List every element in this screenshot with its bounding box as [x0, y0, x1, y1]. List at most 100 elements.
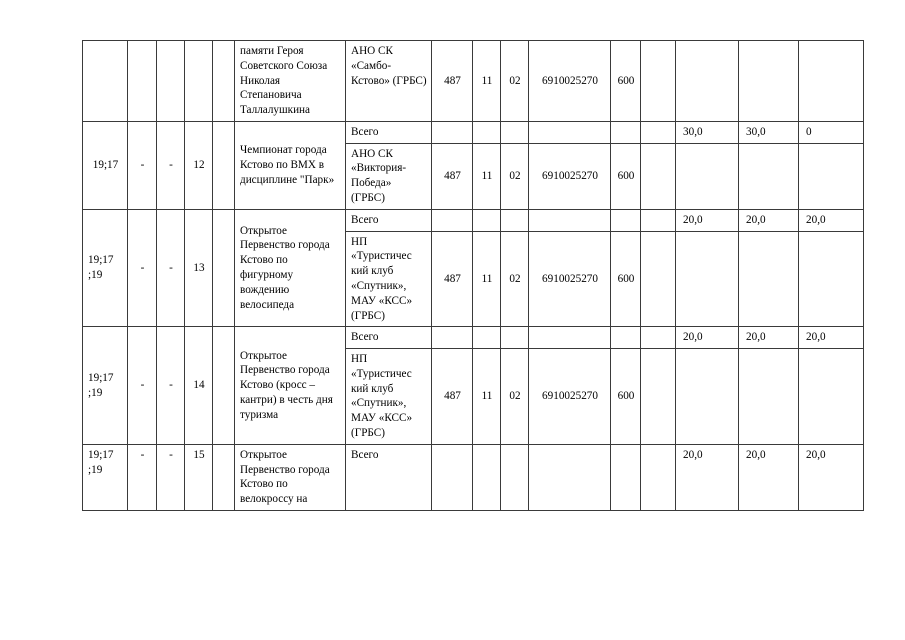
cell-spacer — [212, 443, 235, 511]
cell-target-code — [528, 120, 611, 144]
cell-amount-3: 20,0 — [798, 443, 864, 511]
cell-item-no: 14 — [184, 326, 213, 445]
cell-vid — [610, 120, 641, 144]
cell-amount-3 — [798, 142, 864, 210]
cell-podrazdel: 02 — [500, 142, 529, 210]
table-row: АНО СК «Виктория-Победа» (ГРБС) 487 11 0… — [83, 142, 864, 210]
cell-razdel — [472, 208, 501, 232]
cell-code1: 19;17 ;19 — [82, 208, 128, 328]
cell-amount-2: 20,0 — [738, 208, 799, 232]
cell-vid — [610, 326, 641, 350]
cell-amount-1 — [675, 40, 739, 122]
cell-amount-2 — [738, 348, 799, 445]
cell-target-code — [528, 208, 611, 232]
cell-empty — [640, 40, 676, 122]
cell-razdel — [472, 443, 501, 511]
cell-item-no: 12 — [184, 120, 213, 210]
cell-amount-2 — [738, 230, 799, 328]
cell-amount-2 — [738, 142, 799, 210]
cell-amount-2 — [738, 40, 799, 122]
cell-event-name: Чемпионат города Кстово по ВМХ в дисципл… — [234, 120, 346, 210]
cell-executor: АНО СК «Самбо-Кстово» (ГРБС) — [345, 40, 432, 122]
cell-executor: Всего — [345, 326, 432, 350]
cell-target-code: 6910025270 — [528, 230, 611, 328]
table-row: 19;17 - - 12 Чемпионат города Кстово по … — [82, 120, 864, 210]
cell-razdel: 11 — [472, 230, 501, 328]
cell-code3: - — [156, 208, 185, 328]
cell-vid — [610, 208, 641, 232]
cell-empty — [640, 443, 676, 511]
cell-spacer — [212, 120, 235, 210]
cell-vedomstvo: 487 — [431, 142, 473, 210]
cell-razdel: 11 — [472, 40, 501, 122]
cell-amount-1 — [675, 142, 739, 210]
cell-amount-1 — [675, 348, 739, 445]
cell-event-name: Открытое Первенство города Кстово по фиг… — [234, 208, 346, 328]
cell-vid — [610, 443, 641, 511]
cell-empty — [640, 142, 676, 210]
cell-amount-3: 20,0 — [798, 326, 864, 350]
cell-empty — [640, 326, 676, 350]
cell-razdel: 11 — [472, 348, 501, 445]
cell-code1 — [82, 40, 128, 122]
cell-code3 — [156, 40, 185, 122]
cell-spacer — [212, 326, 235, 445]
table-row: НП «Туристичес кий клуб «Спутник», МАУ «… — [83, 348, 864, 445]
cell-target-code — [528, 443, 611, 511]
cell-code2: - — [127, 326, 157, 445]
cell-target-code: 6910025270 — [528, 142, 611, 210]
cell-item-no: 13 — [184, 208, 213, 328]
cell-vid: 600 — [610, 348, 641, 445]
cell-item-no: 15 — [184, 443, 213, 511]
cell-vid: 600 — [610, 230, 641, 328]
cell-executor: АНО СК «Виктория-Победа» (ГРБС) — [345, 142, 432, 210]
cell-code2: - — [127, 120, 157, 210]
cell-amount-2: 20,0 — [738, 326, 799, 350]
cell-event-name: памяти Героя Советского Союза Николая Ст… — [234, 40, 346, 122]
cell-target-code: 6910025270 — [528, 348, 611, 445]
cell-vedomstvo — [431, 120, 473, 144]
cell-event-name: Открытое Первенство города Кстово по вел… — [234, 443, 346, 511]
cell-amount-3 — [798, 230, 864, 328]
table-row: 19;17 ;19 - - 15 Открытое Первенство горо… — [82, 443, 864, 511]
cell-amount-2: 20,0 — [738, 443, 799, 511]
cell-podrazdel — [500, 120, 529, 144]
cell-amount-1: 20,0 — [675, 326, 739, 350]
cell-code3: - — [156, 326, 185, 445]
cell-code3: - — [156, 120, 185, 210]
cell-podrazdel — [500, 208, 529, 232]
cell-amount-3: 0 — [798, 120, 864, 144]
cell-executor: НП «Туристичес кий клуб «Спутник», МАУ «… — [345, 348, 432, 445]
cell-vedomstvo: 487 — [431, 348, 473, 445]
cell-executor: Всего — [345, 120, 432, 144]
cell-spacer — [212, 208, 235, 328]
cell-vid: 600 — [610, 142, 641, 210]
table-row: НП «Туристичес кий клуб «Спутник», МАУ «… — [83, 230, 864, 328]
cell-amount-3 — [798, 348, 864, 445]
cell-vedomstvo — [431, 443, 473, 511]
cell-empty — [640, 348, 676, 445]
cell-amount-1: 30,0 — [675, 120, 739, 144]
table-row: 19;17 ;19 - - 13 Открытое Первенство горо… — [82, 208, 864, 328]
cell-amount-2: 30,0 — [738, 120, 799, 144]
cell-razdel: 11 — [472, 142, 501, 210]
cell-code3: - — [156, 443, 185, 511]
cell-code2 — [127, 40, 157, 122]
cell-vid: 600 — [610, 40, 641, 122]
cell-podrazdel: 02 — [500, 348, 529, 445]
table-row: памяти Героя Советского Союза Николая Ст… — [82, 40, 864, 122]
cell-target-code: 6910025270 — [528, 40, 611, 122]
cell-amount-1: 20,0 — [675, 208, 739, 232]
cell-code1: 19;17 ;19 — [82, 326, 128, 445]
cell-amount-3: 20,0 — [798, 208, 864, 232]
cell-amount-1 — [675, 230, 739, 328]
cell-vedomstvo — [431, 208, 473, 232]
cell-razdel — [472, 120, 501, 144]
cell-razdel — [472, 326, 501, 350]
cell-executor: Всего — [345, 208, 432, 232]
cell-executor: НП «Туристичес кий клуб «Спутник», МАУ «… — [345, 230, 432, 328]
cell-target-code — [528, 326, 611, 350]
funding-table: памяти Героя Советского Союза Николая Ст… — [82, 40, 864, 511]
table-row: 19;17 ;19 - - 14 Открытое Первенство горо… — [82, 326, 864, 445]
